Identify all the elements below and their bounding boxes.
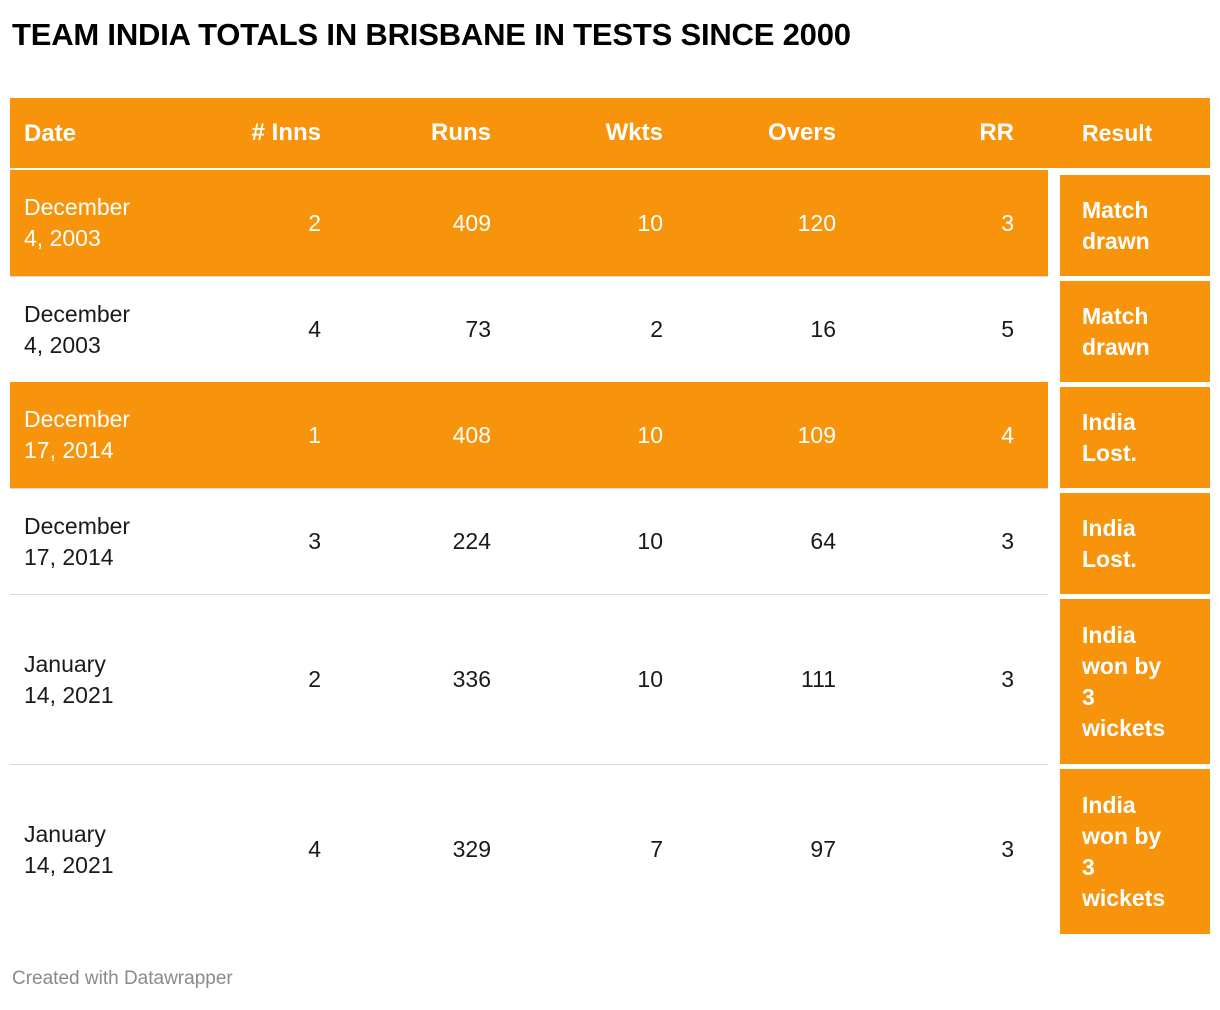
cell-date: December 17, 2014 [10, 382, 210, 488]
cell-date: December 4, 2003 [10, 276, 210, 382]
cell-date: January 14, 2021 [10, 764, 210, 934]
cell-date: January 14, 2021 [10, 594, 210, 764]
cell-wkts: 10 [525, 594, 697, 764]
table-row: December 17, 2014 3 224 10 64 3 India Lo… [10, 488, 1210, 594]
column-header-overs: Overs [767, 119, 836, 146]
column-gap [1048, 594, 1060, 764]
cell-runs: 329 [355, 764, 525, 934]
cell-overs: 109 [697, 382, 870, 488]
table-row: January 14, 2021 4 329 7 97 3 India won … [10, 764, 1210, 934]
cell-result: India won by 3 wickets [1060, 764, 1210, 934]
table-row: January 14, 2021 2 336 10 111 3 India wo… [10, 594, 1210, 764]
cell-runs: 408 [355, 382, 525, 488]
column-header-result: Result [1082, 119, 1153, 146]
cell-overs: 64 [697, 488, 870, 594]
column-header-date: Date [24, 119, 77, 147]
column-gap [1048, 488, 1060, 594]
cell-result: India Lost. [1060, 488, 1210, 594]
cell-overs: 111 [697, 594, 870, 764]
attribution: Created with Datawrapper [12, 968, 233, 989]
cell-rr: 5 [870, 276, 1048, 382]
cell-runs: 409 [355, 170, 525, 276]
cell-date: December 4, 2003 [10, 170, 210, 276]
table-header-row: Date # Inns Runs Wkts Overs RR Result [10, 98, 1210, 170]
cell-wkts: 10 [525, 382, 697, 488]
column-header-wkts: Wkts [605, 119, 663, 146]
cell-result: Match drawn [1060, 276, 1210, 382]
column-gap [1048, 276, 1060, 382]
cell-overs: 97 [697, 764, 870, 934]
cell-runs: 336 [355, 594, 525, 764]
page-title: TEAM INDIA TOTALS IN BRISBANE IN TESTS S… [12, 17, 851, 52]
cell-inns: 2 [210, 170, 355, 276]
cell-inns: 3 [210, 488, 355, 594]
cell-result: India won by 3 wickets [1060, 594, 1210, 764]
cell-result: India Lost. [1060, 382, 1210, 488]
column-header-inns: # Inns [251, 119, 321, 146]
cell-wkts: 7 [525, 764, 697, 934]
cell-inns: 4 [210, 764, 355, 934]
cell-wkts: 2 [525, 276, 697, 382]
table-row: December 4, 2003 2 409 10 120 3 Match dr… [10, 170, 1210, 276]
cell-overs: 16 [697, 276, 870, 382]
cell-runs: 224 [355, 488, 525, 594]
cell-rr: 3 [870, 764, 1048, 934]
cell-result: Match drawn [1060, 170, 1210, 276]
cell-runs: 73 [355, 276, 525, 382]
header-gap [1048, 98, 1060, 168]
column-gap [1048, 382, 1060, 488]
cell-overs: 120 [697, 170, 870, 276]
column-gap [1048, 170, 1060, 276]
cell-rr: 3 [870, 170, 1048, 276]
cell-rr: 4 [870, 382, 1048, 488]
cell-rr: 3 [870, 488, 1048, 594]
cell-inns: 2 [210, 594, 355, 764]
cell-wkts: 10 [525, 488, 697, 594]
column-header-rr: RR [979, 119, 1014, 146]
cell-wkts: 10 [525, 170, 697, 276]
cell-inns: 4 [210, 276, 355, 382]
table-row: December 17, 2014 1 408 10 109 4 India L… [10, 382, 1210, 488]
data-table: Date # Inns Runs Wkts Overs RR Result De… [10, 98, 1210, 934]
cell-inns: 1 [210, 382, 355, 488]
cell-rr: 3 [870, 594, 1048, 764]
column-gap [1048, 764, 1060, 934]
table-row: December 4, 2003 4 73 2 16 5 Match drawn [10, 276, 1210, 382]
cell-date: December 17, 2014 [10, 488, 210, 594]
column-header-runs: Runs [431, 119, 491, 146]
